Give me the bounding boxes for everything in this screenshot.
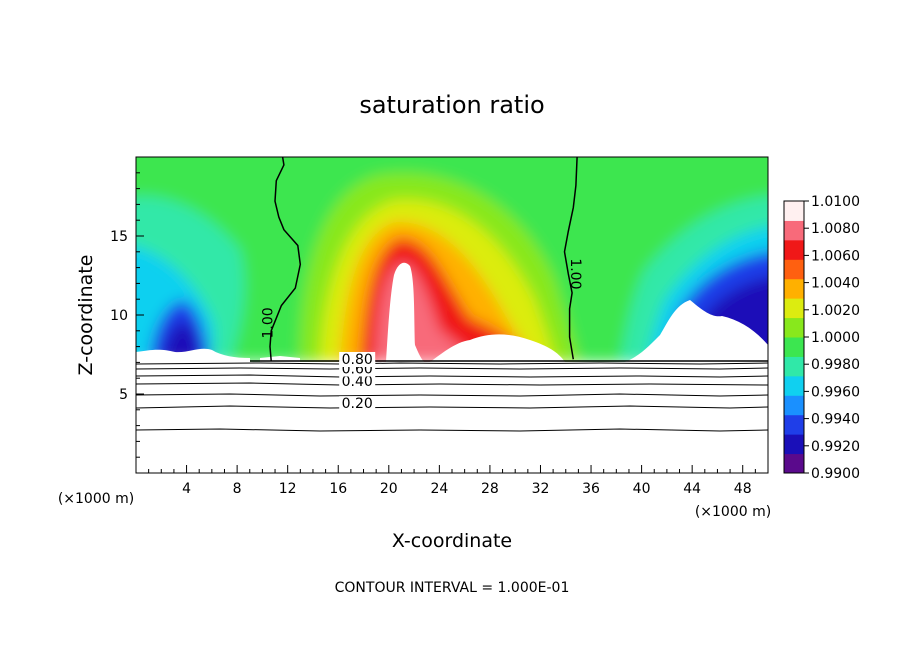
x-tick-label: 40 [633, 481, 651, 497]
terrain-lower [136, 362, 768, 473]
terrain-mask [136, 300, 768, 362]
colorbar-swatch [784, 414, 804, 435]
y-tick-label: 10 [110, 308, 128, 324]
contour-labels: 1.001.000.200.400.600.80 [261, 258, 583, 412]
colorbar-swatch [784, 298, 804, 319]
colorbar-label: 0.9900 [811, 466, 860, 482]
x-tick-label: 44 [683, 481, 701, 497]
contour-label: 1.00 [261, 307, 277, 338]
x-tick-label: 16 [329, 481, 347, 497]
y-axis: 5 10 15 [110, 172, 144, 458]
colorbar-swatch [784, 317, 804, 338]
isoline-1-00 [269, 157, 302, 361]
plot-area: 1.001.000.200.400.600.80 [136, 157, 768, 473]
colorbar-swatch [784, 201, 804, 221]
colorbar-swatch [784, 239, 804, 260]
contour-label: 0.80 [342, 352, 373, 368]
colorbar-swatch [784, 278, 804, 299]
contour-label: 1.00 [567, 258, 583, 289]
isoline [136, 405, 768, 409]
x-tick-label: 24 [430, 481, 448, 497]
isoline [136, 374, 768, 378]
y-axis-label: Z-coordinate [75, 255, 97, 376]
contour-label-bg [339, 396, 376, 412]
colorbar-swatch [784, 453, 804, 474]
x-tick-label: 28 [481, 481, 499, 497]
x-tick-label: 36 [582, 481, 600, 497]
colorbar: 1.0100 1.0080 1.0060 1.0040 1.0020 1.0000 0.99… [783, 194, 860, 482]
isoline [136, 382, 768, 386]
colorbar-label: 1.0020 [811, 303, 860, 319]
colorbar-swatch [784, 337, 804, 357]
isoline [136, 428, 768, 432]
y-tick-label: 15 [110, 229, 128, 245]
x-axis: 4 8 12 16 20 24 28 32 36 40 44 48 [148, 465, 756, 497]
colorbar-label: 0.9920 [811, 439, 860, 455]
colorbar-label: 1.0060 [811, 248, 860, 264]
cloud-region [386, 262, 424, 362]
x-tick-label: 4 [182, 481, 191, 497]
x-unit-left: (×1000 m) [58, 491, 134, 507]
contour-label-bg [339, 374, 376, 390]
x-tick-label: 20 [380, 481, 398, 497]
x-axis-label: X-coordinate [392, 530, 512, 552]
colorbar-swatch [784, 356, 804, 377]
isoline [136, 393, 768, 397]
isoline [136, 367, 768, 370]
isolines [136, 360, 768, 432]
colorbar-label: 0.9980 [811, 357, 860, 373]
y-tick-label: 5 [119, 387, 128, 403]
contour-interval-footer: CONTOUR INTERVAL = 1.000E-01 [335, 580, 570, 596]
contour-label: 0.20 [342, 396, 373, 412]
isoline-1-00 [563, 157, 578, 360]
colorbar-label: 0.9940 [811, 412, 860, 428]
x-tick-label: 32 [532, 481, 550, 497]
colorbar-label: 1.0100 [811, 194, 860, 210]
isoline-one-left [269, 157, 302, 361]
colorbar-swatch [784, 220, 804, 241]
colorbar-label: 1.0000 [811, 330, 860, 346]
contour-label-bg [339, 352, 376, 367]
colorbar-label: 0.9960 [811, 384, 860, 400]
colorbar-label: 1.0040 [811, 276, 860, 292]
colorbar-swatch [784, 434, 804, 455]
x-tick-label: 12 [279, 481, 297, 497]
isoline [136, 362, 768, 365]
isoline-one-right [563, 157, 578, 360]
colorbar-swatch [784, 259, 804, 280]
chart-title: saturation ratio [359, 91, 544, 119]
colorbar-label: 1.0080 [811, 221, 860, 237]
x-tick-label: 48 [734, 481, 752, 497]
colorbar-swatch [784, 375, 804, 396]
x-tick-label: 8 [233, 481, 242, 497]
x-unit-right: (×1000 m) [695, 504, 771, 520]
colorbar-swatch [784, 395, 804, 416]
contour-label: 0.40 [342, 374, 373, 390]
